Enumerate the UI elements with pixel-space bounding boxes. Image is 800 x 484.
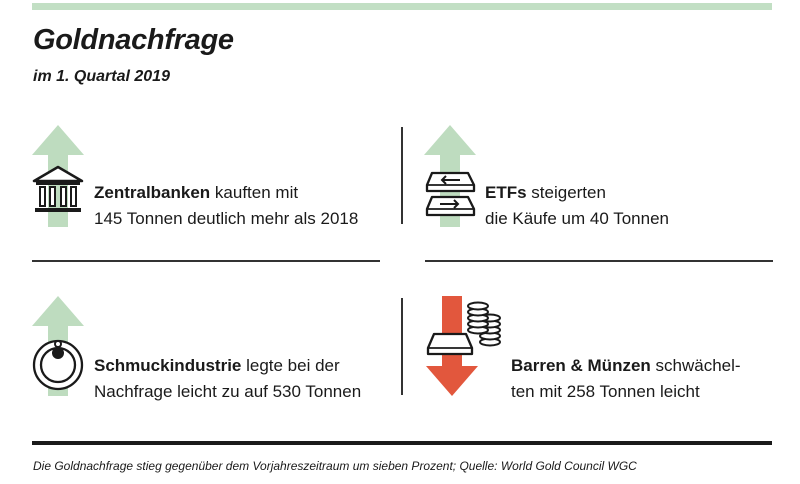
page-title: Goldnachfrage (33, 24, 234, 56)
etf-exchange-icon (425, 171, 476, 217)
divider-horizontal-right (425, 260, 773, 262)
item-barren-muenzen-text: Barren & Münzen schwächel- ten mit 258 T… (511, 356, 741, 401)
gold-bars-coins-icon (426, 301, 501, 356)
bank-building-icon (32, 165, 84, 212)
item-schmuckindustrie: Schmuckindustrie legte bei der Nachfrage… (30, 296, 400, 406)
item-etfs: ETFs steigerten die Käufe um 40 Tonnen (420, 125, 780, 235)
item-schmuckindustrie-text: Schmuckindustrie legte bei der Nachfrage… (94, 356, 362, 401)
divider-vertical-bottom (401, 298, 403, 395)
item-zentralbanken: Zentralbanken kauften mit 145 Tonnen deu… (30, 125, 390, 235)
bottom-rule (32, 441, 772, 445)
item-zentralbanken-text: Zentralbanken kauften mit 145 Tonnen deu… (94, 183, 359, 228)
divider-vertical-top (401, 127, 403, 224)
item-etfs-text: ETFs steigerten die Käufe um 40 Tonnen (485, 183, 669, 228)
top-accent-bar (32, 3, 772, 10)
divider-horizontal-left (32, 260, 380, 262)
page-subtitle: im 1. Quartal 2019 (33, 68, 170, 85)
item-barren-muenzen: Barren & Münzen schwächel- ten mit 258 T… (420, 296, 780, 406)
footnote-source: Die Goldnachfrage stieg gegenüber dem Vo… (33, 459, 637, 473)
jewelry-necklace-icon (32, 339, 84, 391)
